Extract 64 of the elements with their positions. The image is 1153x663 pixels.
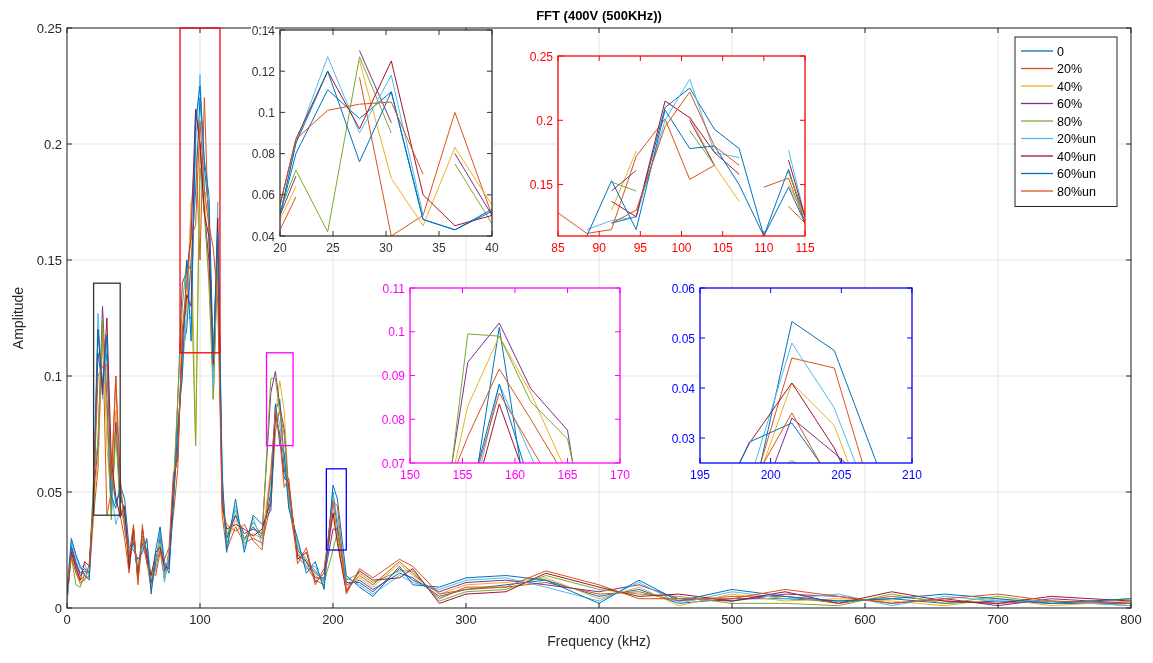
y-tick-label: 0.06 <box>251 188 276 203</box>
x-tick-label: 115 <box>795 241 815 255</box>
legend-label: 40%un <box>1057 149 1096 164</box>
y-tick-label: 0.25 <box>529 49 554 64</box>
y-tick-label: 0.09 <box>381 369 406 383</box>
y-tick-label: 0.12 <box>251 64 276 79</box>
chart-title: FFT (400V (500KHz)) <box>536 8 662 23</box>
y-tick-label: 0.11 <box>382 281 406 296</box>
x-tick-label: 195 <box>689 468 711 482</box>
y-tick-label: 0.15 <box>529 178 554 193</box>
legend-label: 80% <box>1057 114 1083 129</box>
x-tick-label: 170 <box>609 468 631 482</box>
y-tick-label: 0.08 <box>251 147 276 162</box>
x-tick-label: 300 <box>455 612 477 627</box>
legend-label: 60%un <box>1057 167 1096 181</box>
legend-label: 20%un <box>1057 132 1096 146</box>
legend-label: 20% <box>1057 62 1083 76</box>
x-tick-label: 600 <box>854 612 876 627</box>
x-tick-label: 105 <box>712 241 733 255</box>
x-tick-label: 160 <box>504 468 526 482</box>
y-tick-label: 0.15 <box>36 252 62 268</box>
y-tick-label: 0.05 <box>671 331 696 346</box>
x-tick-label: 150 <box>399 468 421 482</box>
x-tick-label: 90 <box>592 241 607 255</box>
x-tick-label: 25 <box>326 241 340 255</box>
x-tick-label: 85 <box>551 241 565 255</box>
y-tick-label: 0.04 <box>671 381 696 396</box>
y-axis-title: Amplitude <box>10 286 26 350</box>
x-axis-title: Frequency (kHz) <box>547 633 651 649</box>
x-tick-label: 30 <box>379 241 393 255</box>
x-tick-label: 205 <box>831 468 852 482</box>
x-tick-label: 800 <box>1120 612 1142 627</box>
x-tick-label: 100 <box>671 241 692 255</box>
y-tick-label: 0.1 <box>43 368 62 384</box>
x-tick-label: 20 <box>273 241 287 255</box>
y-tick-label: 0.08 <box>381 412 406 427</box>
x-tick-label: 200 <box>322 612 344 627</box>
y-tick-label: 0.25 <box>36 20 62 36</box>
legend-label: 0 <box>1057 44 1064 59</box>
y-tick-label: 0.1 <box>388 325 406 340</box>
x-tick-label: 155 <box>452 468 473 482</box>
x-tick-label: 200 <box>760 468 781 482</box>
x-tick-label: 210 <box>901 468 923 482</box>
x-tick-label: 100 <box>189 612 211 627</box>
x-tick-label: 700 <box>987 612 1009 627</box>
x-tick-label: 40 <box>485 241 499 255</box>
y-tick-label: 0.1 <box>258 105 276 120</box>
x-tick-label: 400 <box>588 612 610 627</box>
y-tick-label: 0 <box>54 600 62 616</box>
y-tick-label: 0.05 <box>36 484 62 500</box>
y-tick-label: 0.03 <box>671 431 696 446</box>
x-tick-label: 35 <box>432 241 446 255</box>
y-tick-label: 0.2 <box>43 136 62 152</box>
legend-label: 60% <box>1057 97 1083 111</box>
legend-label: 40% <box>1057 79 1083 94</box>
x-tick-label: 110 <box>754 241 774 255</box>
y-tick-label: 0.04 <box>251 229 276 244</box>
legend-label: 80%un <box>1057 184 1096 199</box>
y-tick-label: 0.2 <box>536 113 554 128</box>
x-tick-label: 165 <box>557 468 578 482</box>
x-tick-label: 500 <box>721 612 743 627</box>
x-tick-label: 95 <box>633 241 648 255</box>
y-tick-label: 0.07 <box>381 456 406 471</box>
y-tick-label: 0.06 <box>671 281 696 296</box>
